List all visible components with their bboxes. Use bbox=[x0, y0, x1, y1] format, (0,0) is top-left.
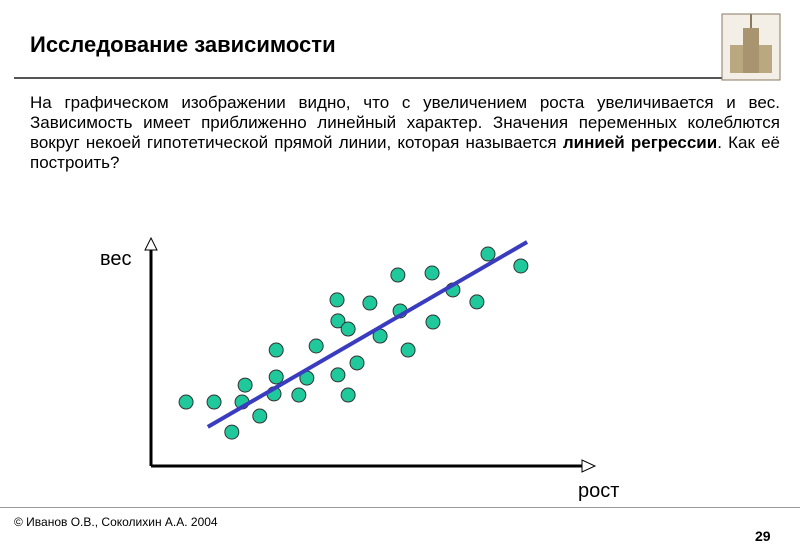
point bbox=[469, 294, 485, 310]
page-number: 29 bbox=[755, 528, 771, 544]
bold-text: линией регрессии bbox=[562, 133, 718, 152]
point bbox=[424, 265, 440, 281]
slide-title: Исследование зависимости bbox=[30, 32, 336, 57]
point bbox=[252, 408, 268, 424]
arrow bbox=[144, 236, 158, 251]
x-axis-label: рост bbox=[578, 480, 619, 502]
logo bbox=[721, 13, 781, 81]
divider bbox=[0, 507, 800, 508]
regression-line bbox=[206, 240, 529, 429]
point bbox=[362, 295, 378, 311]
point bbox=[340, 321, 356, 337]
divider bbox=[14, 77, 722, 79]
point bbox=[291, 387, 307, 403]
paragraph: На графическом изображении видно, что с … bbox=[30, 93, 780, 173]
point bbox=[340, 387, 356, 403]
point bbox=[224, 424, 240, 440]
copyright: © Иванов О.В., Соколихин А.А. 2004 bbox=[14, 515, 218, 529]
text: На графическом изображении видно, что с … bbox=[30, 93, 780, 152]
point bbox=[390, 267, 406, 283]
point bbox=[268, 369, 284, 385]
point bbox=[178, 394, 194, 410]
point bbox=[400, 342, 416, 358]
text: . Как её построить? bbox=[30, 133, 780, 172]
point bbox=[425, 314, 441, 330]
point bbox=[349, 355, 365, 371]
point bbox=[206, 394, 222, 410]
point bbox=[268, 342, 284, 358]
point bbox=[480, 246, 496, 262]
point bbox=[329, 292, 345, 308]
y-axis-label: вес bbox=[100, 248, 132, 270]
point bbox=[330, 313, 346, 329]
point bbox=[308, 338, 324, 354]
point bbox=[330, 367, 346, 383]
point bbox=[237, 377, 253, 393]
arrow bbox=[581, 459, 597, 473]
point bbox=[513, 258, 529, 274]
